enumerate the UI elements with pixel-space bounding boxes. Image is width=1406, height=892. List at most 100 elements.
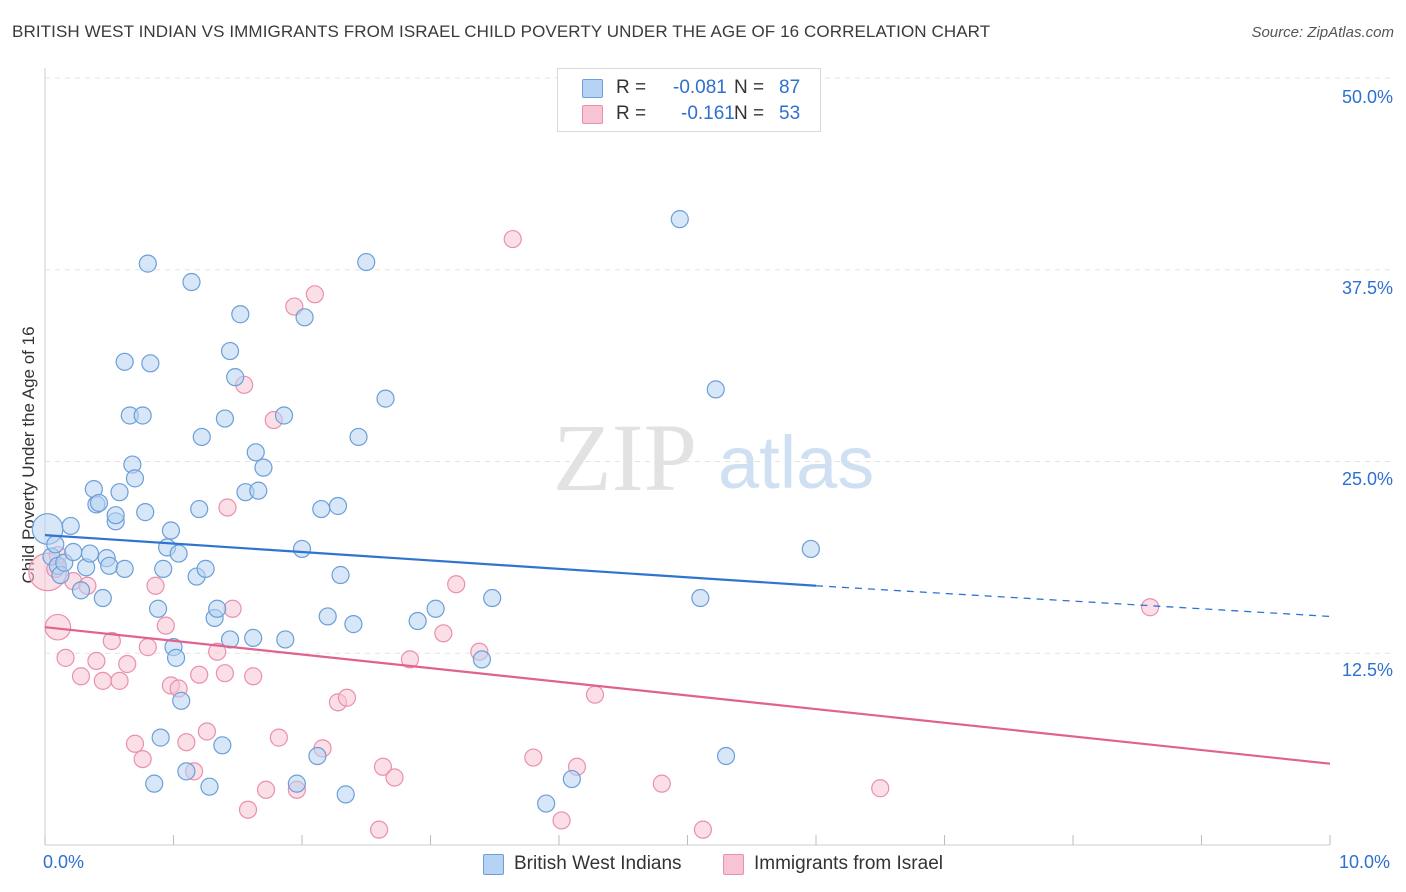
- blue-swatch: [582, 79, 603, 98]
- data-point: [118, 654, 137, 674]
- n-label: N =: [734, 77, 765, 98]
- data-point: [249, 481, 268, 500]
- data-point: [254, 458, 273, 477]
- data-point: [328, 496, 348, 516]
- data-point: [373, 757, 393, 776]
- data-point: [256, 780, 276, 799]
- r-label: R =: [616, 77, 647, 98]
- data-point: [295, 308, 314, 327]
- data-point: [246, 443, 265, 462]
- data-point: [426, 599, 445, 618]
- data-point: [177, 762, 196, 781]
- data-point: [61, 516, 80, 536]
- trend-lines: [44, 534, 1331, 765]
- data-point: [400, 650, 420, 669]
- blue-swatch: [483, 854, 504, 875]
- pink-swatch: [723, 854, 744, 875]
- data-point: [801, 539, 820, 559]
- r-value: -0.081: [673, 77, 727, 98]
- data-point: [472, 650, 491, 669]
- data-point: [197, 722, 217, 741]
- data-point: [138, 254, 157, 273]
- data-point: [376, 389, 395, 408]
- y-tick-label: 37.5%: [1341, 278, 1393, 298]
- x-tick-label-max: 10.0%: [1339, 852, 1391, 872]
- data-point: [220, 341, 240, 361]
- data-point: [133, 749, 152, 769]
- n-value: 53: [779, 103, 801, 124]
- data-point: [115, 559, 134, 578]
- axes: [44, 68, 1331, 846]
- pink-swatch: [582, 105, 603, 124]
- data-point: [706, 380, 725, 399]
- y-tick-label: 50.0%: [1341, 87, 1393, 107]
- data-point: [161, 521, 181, 540]
- data-point: [106, 506, 125, 525]
- y-tick-label: 25.0%: [1341, 469, 1393, 489]
- data-point: [244, 667, 263, 686]
- data-point: [244, 628, 263, 648]
- data-point: [215, 664, 234, 683]
- data-point: [125, 734, 145, 753]
- data-point: [190, 499, 209, 519]
- data-point: [503, 229, 522, 249]
- data-point: [80, 544, 100, 563]
- pink-series-points: [28, 229, 1160, 839]
- data-point: [172, 691, 191, 710]
- data-point: [136, 503, 155, 522]
- data-point: [208, 642, 227, 661]
- data-point: [652, 774, 671, 793]
- data-point: [200, 777, 219, 796]
- data-point: [562, 769, 581, 789]
- n-label: N =: [734, 103, 765, 124]
- data-point: [151, 728, 170, 747]
- watermark-zip: ZIP: [553, 404, 697, 511]
- data-point: [1140, 598, 1160, 617]
- data-point: [318, 607, 337, 626]
- data-point: [537, 794, 556, 813]
- data-point: [226, 368, 245, 387]
- data-point: [87, 651, 106, 671]
- data-point: [141, 354, 160, 373]
- data-point: [344, 615, 363, 634]
- trend-line-blue-extension: [815, 585, 1331, 618]
- series-legend: British West Indians Immigrants from Isr…: [0, 850, 1406, 880]
- data-point: [218, 498, 237, 517]
- legend-label: British West Indians: [514, 853, 682, 874]
- data-point: [115, 352, 134, 371]
- data-point: [215, 409, 234, 428]
- data-point: [552, 811, 571, 830]
- r-label: R =: [616, 103, 647, 124]
- data-point: [156, 616, 175, 635]
- data-point: [213, 736, 232, 755]
- data-point: [145, 774, 164, 793]
- data-point: [337, 688, 357, 707]
- data-point: [716, 746, 736, 766]
- data-point: [349, 427, 368, 447]
- blue-series-points: [31, 210, 820, 813]
- data-point: [434, 624, 453, 643]
- data-point: [312, 499, 331, 519]
- source-credit: Source: ZipAtlas.com: [1251, 24, 1394, 41]
- data-point: [146, 576, 165, 595]
- watermark: ZIP atlas: [553, 404, 874, 511]
- data-point: [223, 599, 242, 618]
- data-point: [102, 631, 121, 651]
- data-point: [276, 630, 295, 649]
- data-point: [871, 779, 890, 798]
- data-point: [182, 272, 201, 292]
- data-point: [238, 800, 258, 819]
- data-point: [483, 588, 502, 608]
- chart-title: BRITISH WEST INDIAN VS IMMIGRANTS FROM I…: [12, 22, 991, 41]
- x-tick-label-min: 0.0%: [43, 852, 85, 872]
- data-point: [691, 588, 710, 608]
- trend-line-pink: [44, 626, 1331, 765]
- data-point: [148, 599, 168, 618]
- data-point: [93, 671, 112, 690]
- data-point: [357, 252, 376, 272]
- data-point: [177, 733, 196, 752]
- data-point: [71, 581, 91, 600]
- data-point: [192, 427, 211, 447]
- y-tick-label: 12.5%: [1341, 660, 1393, 680]
